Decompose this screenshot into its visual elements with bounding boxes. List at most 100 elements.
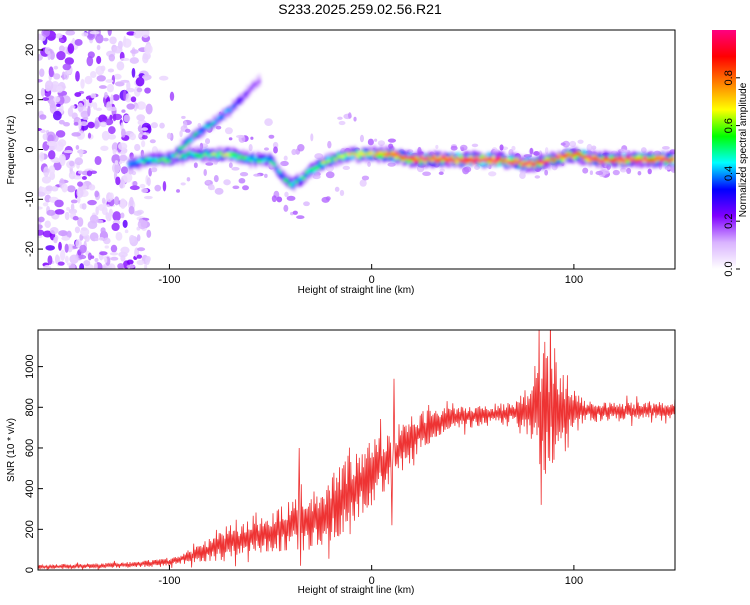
ridge-cell — [455, 158, 459, 165]
noise-blob — [80, 227, 90, 237]
ridge-cell — [479, 159, 483, 163]
noise-blob — [184, 128, 191, 133]
noise-blob — [137, 219, 148, 230]
ridge-cell — [462, 157, 466, 162]
ridge-cell — [518, 160, 522, 167]
ridge-cell — [293, 181, 296, 188]
ridge-cell — [208, 150, 211, 157]
y-tick-label: -10 — [24, 191, 36, 207]
noise-blob — [120, 212, 125, 219]
noise-blob — [59, 249, 66, 261]
noise-blob — [68, 170, 76, 180]
ridge-cell — [360, 152, 364, 156]
noise-blob — [137, 247, 146, 252]
noise-blob — [47, 150, 56, 160]
noise-blob — [96, 44, 101, 51]
noise-blob — [90, 93, 97, 99]
noise-blob — [138, 134, 143, 138]
noise-blob — [562, 140, 570, 148]
ridge-cell — [470, 158, 473, 163]
noise-blob — [159, 122, 165, 129]
noise-blob — [534, 175, 541, 179]
noise-blob — [95, 33, 104, 44]
ridge-cell — [209, 123, 213, 127]
noise-blob — [133, 101, 138, 112]
ridge-cell — [234, 154, 238, 161]
ridge-cell — [569, 155, 573, 159]
ridge-cell — [276, 167, 279, 172]
noise-blob — [204, 138, 211, 145]
y-tick-label: -20 — [24, 241, 36, 257]
ridge-cell — [154, 157, 158, 165]
noise-blob — [87, 132, 92, 139]
ridge-cell — [441, 155, 444, 160]
noise-blob — [120, 79, 130, 83]
ridge-cell — [496, 157, 500, 162]
noise-blob — [100, 121, 107, 128]
ridge-cell — [365, 152, 369, 159]
noise-blob — [128, 234, 135, 244]
noise-blob — [374, 138, 378, 142]
ridge-cell — [671, 156, 675, 161]
ridge-cell — [528, 161, 531, 168]
ridge-cell — [625, 157, 629, 164]
noise-blob — [359, 134, 365, 143]
noise-blob — [75, 239, 82, 248]
noise-blob — [53, 161, 62, 171]
ridge-cell — [157, 159, 160, 163]
noise-blob — [78, 254, 87, 260]
noise-blob — [130, 49, 139, 54]
noise-blob — [149, 139, 156, 144]
noise-blob — [325, 171, 335, 179]
noise-blob — [577, 139, 584, 144]
noise-blob — [120, 166, 129, 175]
noise-blob — [47, 50, 51, 61]
noise-blob — [121, 109, 126, 113]
ridge-cell — [489, 157, 493, 161]
noise-blob — [43, 264, 52, 269]
ridge-cell — [484, 159, 488, 163]
ridge-cell — [246, 157, 250, 161]
ridge-cell — [147, 158, 151, 165]
noise-blob — [103, 91, 108, 99]
noise-blob — [130, 96, 137, 103]
colorbar-gradient — [712, 30, 736, 269]
ridge-cell — [640, 159, 643, 163]
noise-blob — [280, 160, 289, 167]
noise-blob — [61, 183, 68, 193]
noise-blob — [44, 80, 54, 91]
noise-blob — [103, 37, 109, 42]
noise-blob — [511, 145, 516, 151]
noise-blob — [150, 167, 158, 173]
ridge-cell — [562, 155, 565, 162]
noise-blob — [296, 215, 305, 220]
noise-blob — [134, 143, 141, 152]
ridge-cell — [564, 154, 568, 158]
ridge-cell — [506, 161, 510, 165]
noise-blob — [151, 146, 158, 155]
chart-title: S233.2025.259.02.56.R21 — [278, 1, 442, 17]
noise-blob — [176, 189, 180, 193]
ridge-cell — [207, 126, 210, 130]
ridge-cell — [207, 121, 210, 128]
ridge-cell — [237, 156, 240, 161]
noise-blob — [377, 140, 386, 146]
ridge-cell — [251, 154, 255, 161]
noise-blob — [43, 166, 50, 177]
ridge-cell — [239, 154, 243, 159]
ridge-cell — [144, 157, 148, 165]
noise-blob — [544, 169, 549, 176]
ridge-cell — [310, 167, 313, 172]
ridge-cell — [598, 159, 602, 163]
ridge-cell — [149, 158, 153, 165]
spectrogram-noise-blobs — [38, 30, 675, 269]
noise-blob — [63, 121, 70, 127]
ridge-cell — [618, 156, 621, 161]
noise-blob — [488, 171, 497, 177]
ridge-cell — [615, 157, 619, 161]
noise-blob — [46, 209, 56, 216]
ridge-cell — [518, 159, 522, 163]
ridge-cell — [164, 159, 167, 164]
noise-blob — [205, 162, 214, 166]
noise-blob — [181, 115, 186, 119]
